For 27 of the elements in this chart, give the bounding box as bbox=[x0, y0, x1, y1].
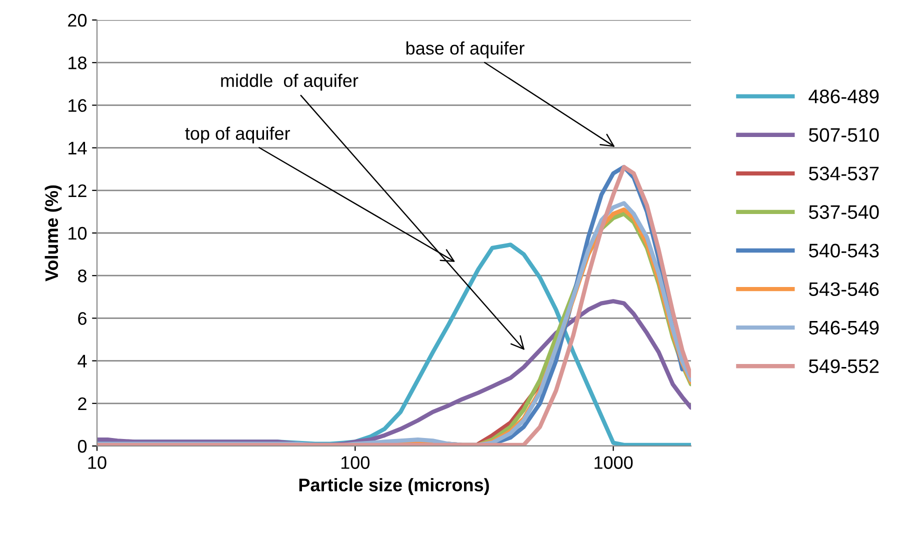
y-tick-label: 0 bbox=[78, 440, 87, 453]
y-tick-label: 6 bbox=[78, 312, 86, 325]
annotation: base of aquifer bbox=[406, 41, 524, 58]
y-axis-title: Volume (%) bbox=[44, 185, 62, 282]
legend-label: 486-489 bbox=[808, 90, 879, 104]
y-tick-label: 12 bbox=[68, 184, 86, 197]
y-tick-label: 10 bbox=[68, 226, 87, 240]
legend-label: 534-537 bbox=[808, 166, 879, 180]
y-tick-label: 16 bbox=[68, 99, 86, 112]
legend-label: 540-543 bbox=[808, 244, 879, 258]
annotation: top of aquifer bbox=[185, 126, 290, 144]
annotation: middle of aquifer bbox=[221, 74, 358, 91]
y-tick-label: 20 bbox=[68, 14, 87, 27]
legend-label: 507-510 bbox=[808, 128, 879, 142]
y-tick-label: 14 bbox=[68, 142, 87, 154]
x-axis-title: Particle size (microns) bbox=[299, 478, 489, 495]
x-tick-label: 10 bbox=[88, 456, 106, 469]
x-tick-label: 1000 bbox=[594, 456, 633, 469]
y-tick-label: 8 bbox=[78, 270, 86, 282]
y-tick-label: 4 bbox=[78, 354, 87, 368]
y-tick-label: 18 bbox=[68, 56, 86, 70]
legend-label: 546-549 bbox=[808, 320, 879, 335]
legend-label: 543-546 bbox=[808, 282, 879, 296]
y-tick-label: 2 bbox=[78, 397, 86, 410]
x-tick-label: 100 bbox=[341, 456, 370, 469]
legend-label: 537-540 bbox=[808, 205, 879, 219]
legend-label: 549-552 bbox=[808, 359, 879, 374]
